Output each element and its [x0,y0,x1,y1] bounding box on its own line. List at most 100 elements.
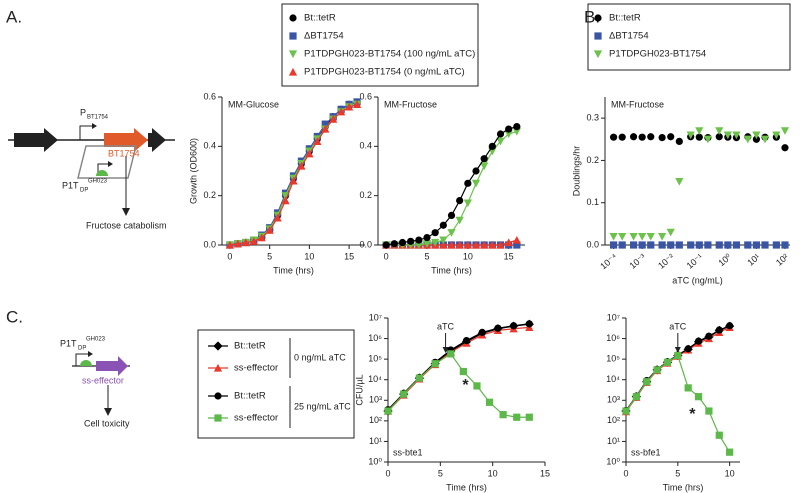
series-line [386,130,518,246]
legend-box [281,3,479,87]
data-point [415,236,423,244]
data-point [447,350,455,358]
inducible-promoter: P1T [62,180,79,190]
data-point [281,196,290,205]
data-point [618,241,626,249]
series-line [387,326,530,412]
data-point [494,324,502,332]
data-point [704,241,712,249]
data-point [455,240,464,249]
data-point [647,133,655,141]
data-point [305,149,314,158]
x-tick-label: 5 [675,468,680,478]
data-point [505,125,513,133]
data-point [329,115,338,123]
y-tick-label: 10⁰ [606,456,620,466]
data-point [463,240,472,249]
legend-condition: 25 ng/mL aTC [294,401,351,411]
data-point [686,131,695,140]
data-point [772,131,781,140]
y-axis-label: Doublings/hr [571,146,581,197]
data-point [464,179,472,187]
x-axis-label: Time (hrs) [446,482,487,492]
arrow-head [674,347,681,353]
legend-marker [213,363,223,372]
data-point [715,133,723,141]
legend-condition: 0 ng/mL aTC [294,352,346,362]
data-point [422,240,432,248]
data-point [462,336,471,345]
x-tick-label: 10 [304,251,314,261]
data-point [638,241,646,249]
data-point [525,413,533,421]
arrow-label: aTC [437,321,455,331]
chart-title: MM-Fructose [611,99,664,109]
x-tick-label: 10¹ [745,252,761,268]
inducible-subscript: DP [80,188,88,194]
y-tick-label: 0.2 [359,190,372,200]
data-point [653,366,661,374]
diagram-c [72,351,130,416]
data-point [632,393,640,401]
data-point [723,131,732,140]
significance: * [462,377,469,394]
series-line [387,323,530,411]
data-point [513,241,521,249]
diagram-a [8,123,175,216]
data-point [715,326,723,334]
data-point [629,241,638,249]
legend-marker [289,14,297,22]
legend-label: P1TDPGH023-BT1754 [609,49,706,60]
data-point [512,235,521,244]
x-tick-label: 5 [267,251,272,261]
data-point [695,241,703,249]
data-point [724,241,732,249]
data-point [684,384,692,392]
data-point [744,241,752,249]
x-tick-label: 15 [504,251,514,261]
promoter-subscript: BT1754 [87,115,109,121]
data-point [752,131,761,140]
data-point [345,102,354,111]
x-tick-label: 15 [344,251,354,261]
data-point [609,133,618,141]
data-point [646,232,655,241]
data-point [265,226,274,234]
y-tick-label: 10⁵ [368,354,382,364]
legend-label: P1TDPGH023-BT1754 (0 ng/mL aTC) [304,67,465,78]
legend-label: ΔBT1754 [609,31,649,42]
y-axis-label: CFU/µL [354,374,364,405]
data-point [473,382,481,390]
y-tick-label: 10³ [369,395,382,405]
data-point [513,123,521,131]
series-line [387,323,530,412]
data-point [463,199,472,208]
legend-marker [288,50,298,59]
data-point [715,241,723,249]
x-tick-label: 5 [438,468,443,478]
y-tick-label: 0.6 [359,91,372,101]
data-point [705,407,713,415]
y-tick-label: 0.4 [203,141,216,151]
data-point [781,241,789,249]
inducible-promoter: P1T [60,338,77,348]
y-tick-label: 10² [369,415,382,425]
data-point [447,229,456,237]
outcome-label: Cell toxicity [84,418,130,428]
y-tick-label: 10⁷ [369,312,382,322]
legend-label: ss-effector [234,413,278,424]
legend-label: Bt::tetR [304,13,336,24]
data-point [658,232,667,241]
data-point [471,240,481,249]
data-point [337,107,346,116]
data-point [225,240,235,249]
y-tick-label: 0.6 [203,91,216,101]
arrow-label: aTC [669,321,687,331]
axis-line [221,97,365,246]
x-tick-label: 10⁰ [716,252,733,269]
legend-marker [214,414,222,422]
y-tick-label: 0.0 [586,239,599,249]
data-point [695,133,703,141]
data-point [384,407,392,415]
y-tick-label: 10¹ [607,436,620,446]
